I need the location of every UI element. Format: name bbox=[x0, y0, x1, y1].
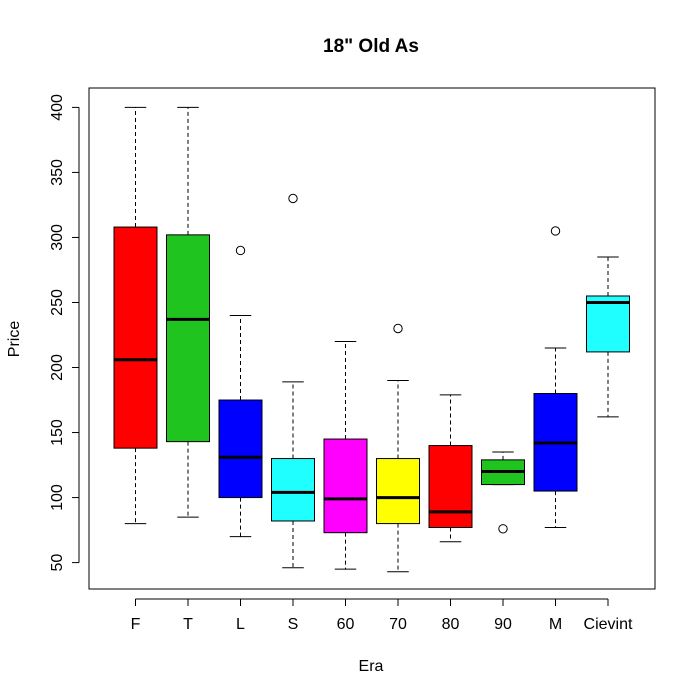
x-tick-label: F bbox=[131, 616, 141, 633]
x-tick-label: 60 bbox=[337, 616, 355, 633]
box-90 bbox=[481, 451, 525, 534]
outlier-point bbox=[498, 524, 508, 534]
y-tick-label: 50 bbox=[49, 554, 66, 572]
y-tick-label: 350 bbox=[49, 159, 66, 186]
box-T bbox=[166, 106, 210, 518]
box-70 bbox=[376, 323, 420, 573]
x-axis-label: Era bbox=[359, 658, 384, 675]
y-axis: 50 100 150 200 250 300 350 400 bbox=[49, 94, 80, 572]
box-iqr bbox=[271, 458, 315, 522]
outlier-point bbox=[235, 245, 246, 256]
y-tick-label: 200 bbox=[49, 354, 66, 381]
outlier-point bbox=[550, 226, 561, 236]
box-iqr bbox=[113, 226, 158, 449]
box-iqr bbox=[376, 458, 420, 525]
box-Cievint bbox=[586, 256, 630, 418]
x-tick-label: 80 bbox=[442, 616, 460, 633]
y-tick-label: 250 bbox=[49, 289, 66, 316]
y-tick-label: 400 bbox=[49, 94, 66, 121]
boxes bbox=[113, 106, 630, 573]
box-iqr bbox=[586, 295, 630, 353]
x-axis: F T L S 60 70 80 90 M Cievint bbox=[131, 598, 633, 633]
box-80 bbox=[428, 394, 473, 543]
outlier-point bbox=[393, 323, 403, 334]
box-iqr bbox=[323, 438, 368, 534]
x-tick-label: 90 bbox=[494, 616, 512, 633]
y-tick-label: 300 bbox=[49, 224, 66, 251]
x-tick-label: 70 bbox=[389, 616, 407, 633]
x-tick-label: T bbox=[183, 616, 193, 633]
y-tick-label: 100 bbox=[49, 484, 66, 511]
box-iqr bbox=[166, 234, 210, 443]
outlier-point bbox=[288, 193, 298, 204]
box-iqr bbox=[218, 399, 263, 499]
x-tick-label: L bbox=[236, 616, 245, 633]
x-tick-label: M bbox=[549, 616, 562, 633]
box-60 bbox=[323, 341, 368, 570]
chart-title: 18" Old As bbox=[323, 36, 419, 57]
box-S bbox=[271, 193, 315, 569]
x-tick-label: S bbox=[288, 616, 299, 633]
box-M bbox=[533, 226, 578, 528]
box-L bbox=[218, 245, 263, 538]
x-tick-label: Cievint bbox=[584, 616, 633, 633]
y-tick-label: 150 bbox=[49, 419, 66, 446]
box-iqr bbox=[428, 445, 473, 528]
box-F bbox=[113, 106, 158, 525]
y-axis-label: Price bbox=[6, 321, 23, 358]
plot-frame bbox=[88, 87, 656, 590]
